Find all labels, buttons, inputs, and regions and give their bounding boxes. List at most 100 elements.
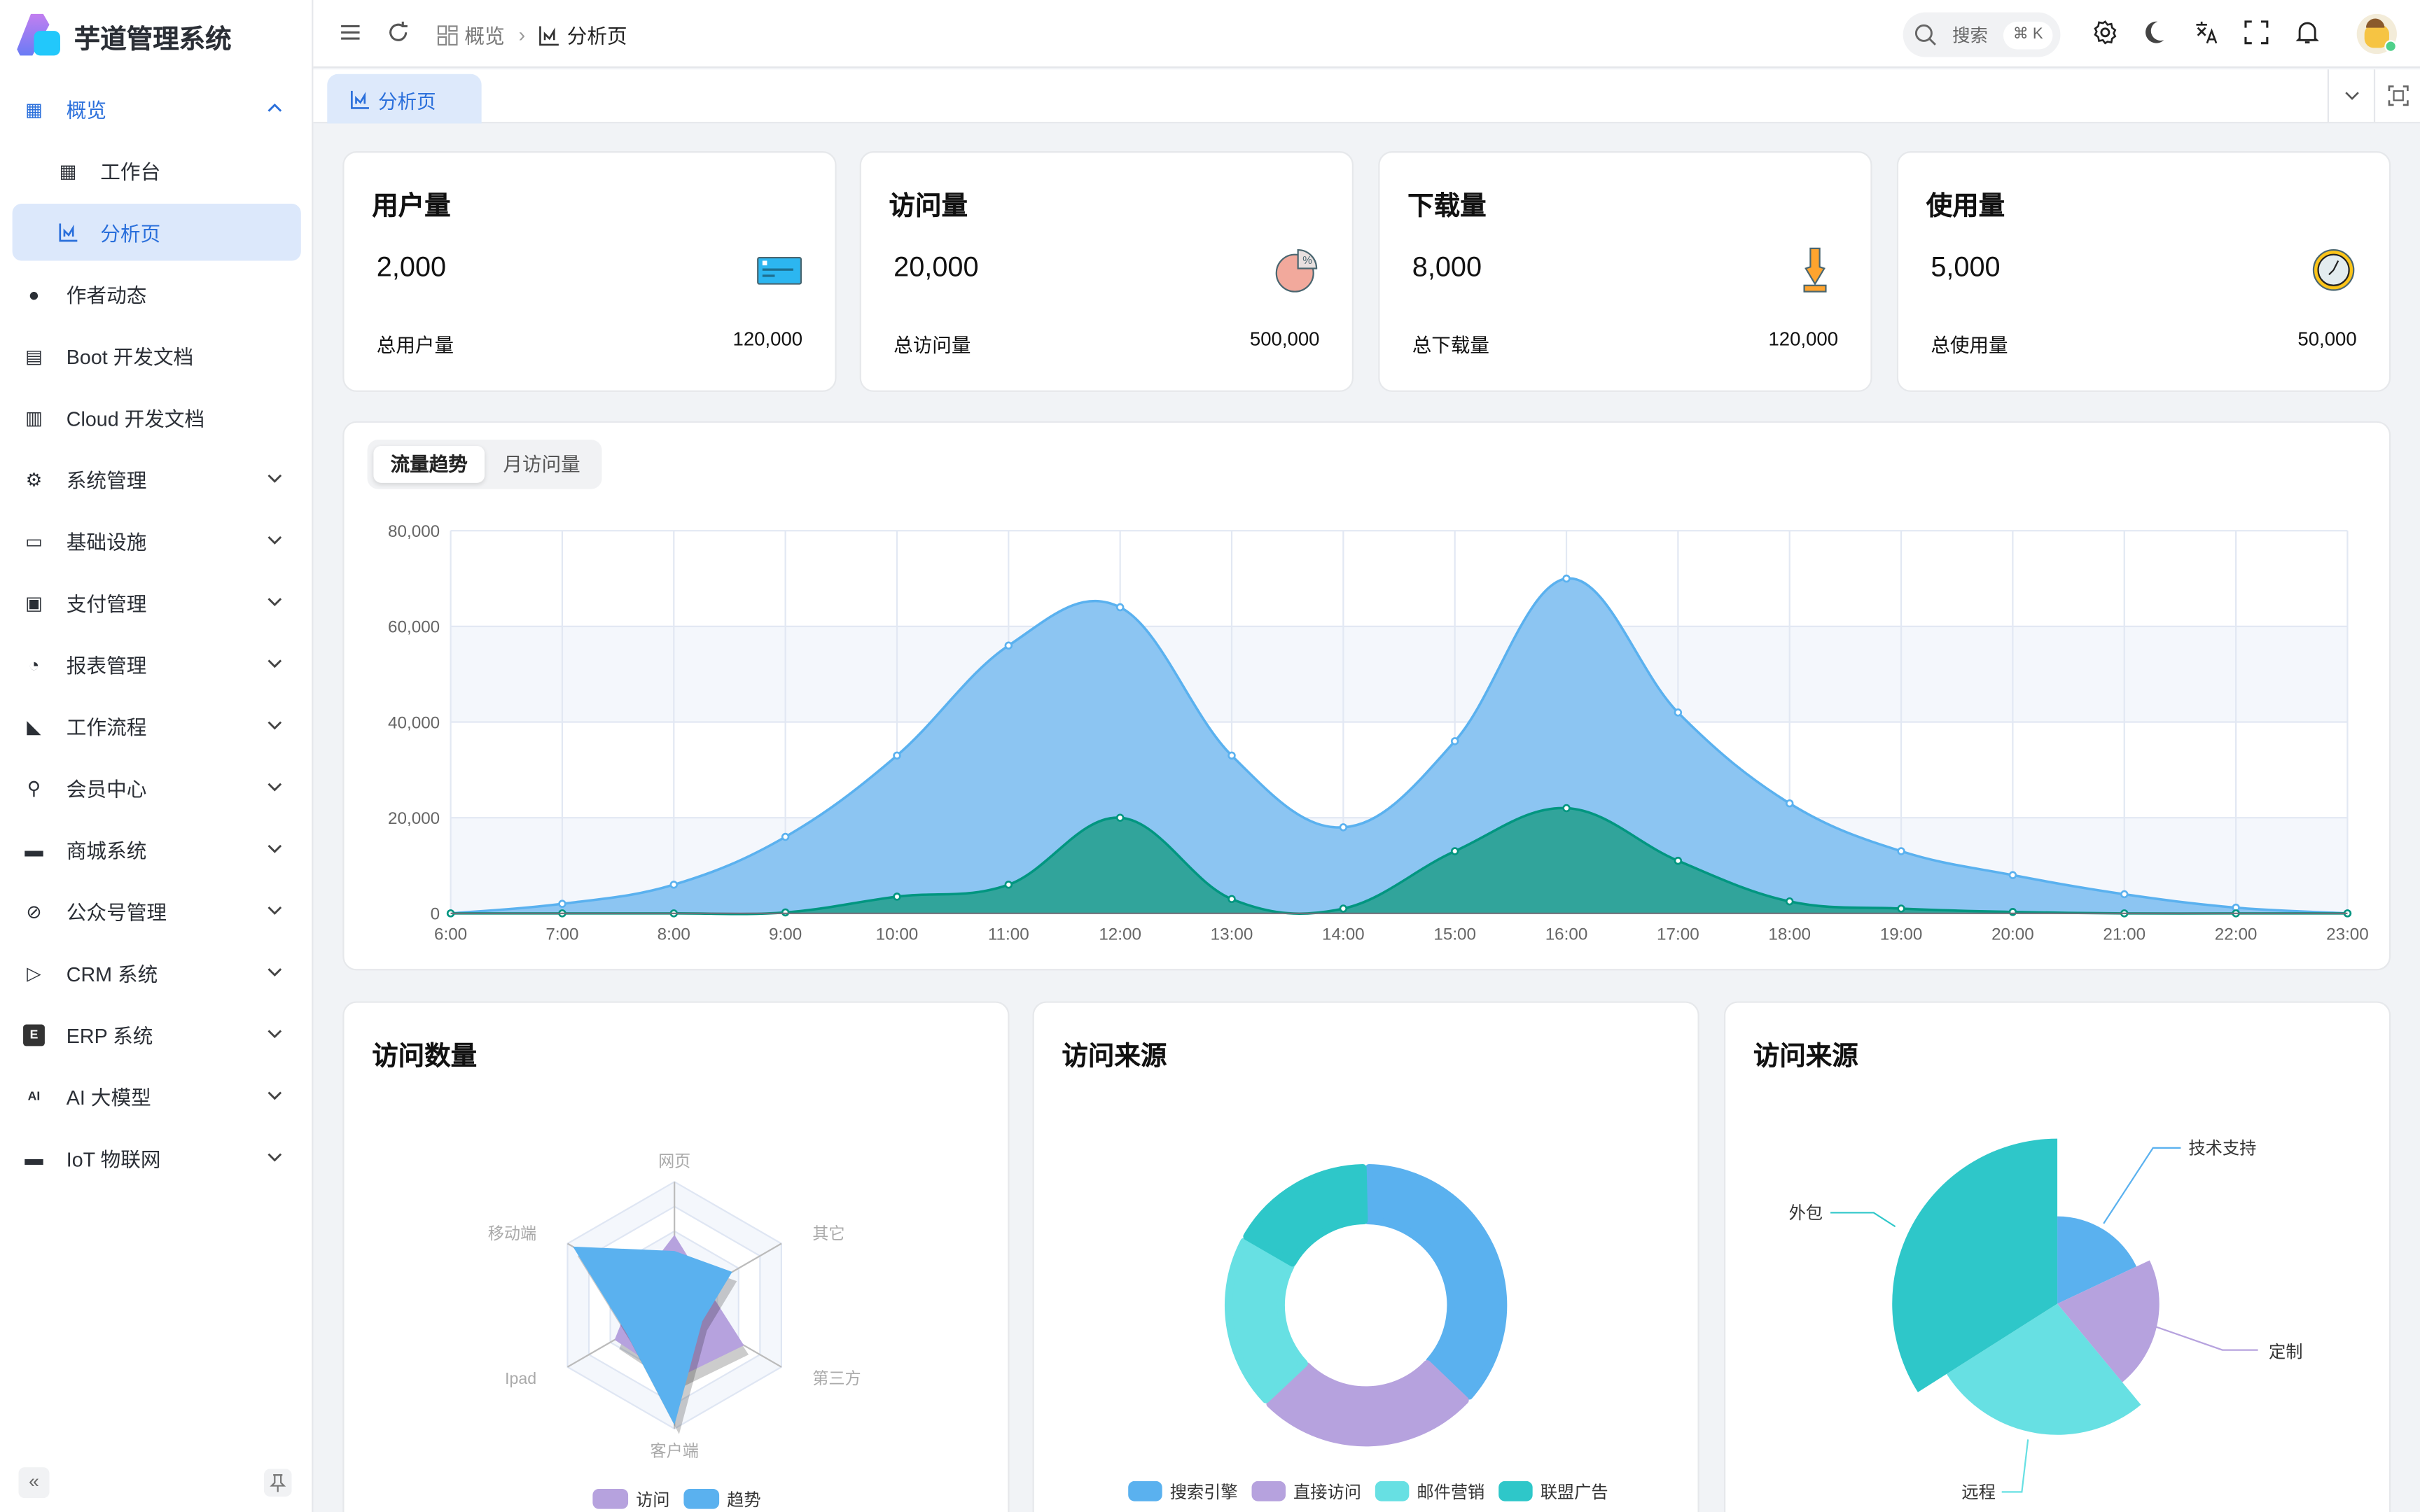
x-tick-label: 11:00 [988,925,1029,944]
donut-slice-3[interactable] [1243,1164,1368,1267]
search-placeholder: 搜索 [1952,27,1988,47]
sidebar-item-3[interactable]: ● 作者动态 [13,265,301,323]
sidebar-item-13[interactable]: ⊘ 公众号管理 [13,883,301,940]
legend-swatch[interactable] [1251,1480,1286,1502]
data-point[interactable] [1115,603,1125,612]
sidebar-item-14[interactable]: ▷ CRM 系统 [13,944,301,1002]
sidebar-item-12[interactable]: ▬ 商城系统 [13,821,301,878]
data-point[interactable] [1674,856,1683,865]
crm-icon: ▷ [27,962,41,984]
sidebar-item-label: AI 大模型 [66,1086,151,1110]
data-point[interactable] [1785,799,1794,808]
collapse-sidebar-button[interactable]: « [18,1467,50,1499]
pie-percent-icon: % [1275,248,1318,293]
refresh-icon[interactable] [384,18,412,46]
sidebar-item-label: 基础设施 [66,531,147,554]
data-point[interactable] [1004,641,1013,650]
data-point[interactable] [1228,895,1236,904]
rose-slice-0[interactable] [2057,1216,2137,1304]
traffic-trend-chart: 0 20,000 40,000 60,000 80,000 6:00 7:00 8:00 9:0… [388,522,2369,944]
data-point[interactable] [1339,823,1348,832]
tab-analytics[interactable]: 分析页 [327,74,482,124]
tab-traffic-trend[interactable]: 流量趋势 [373,445,485,483]
rose-slice-1[interactable] [2057,1260,2160,1382]
tab-monthly-visits[interactable]: 月访问量 [503,454,580,475]
search-button[interactable]: 搜索 ⌘ K [1903,12,2061,57]
rose-slice-2[interactable] [1946,1303,2141,1435]
stat-card: 使用量 5,000 总使用量 50,000 [1896,151,2391,392]
data-point[interactable] [1897,847,1905,855]
sidebar-item-4[interactable]: ▤ Boot 开发文档 [13,327,301,384]
legend-swatch[interactable] [1375,1480,1410,1502]
sidebar-item-16[interactable]: AI AI 大模型 [13,1068,301,1125]
data-point[interactable] [893,892,901,901]
donut-slice-0[interactable] [1363,1164,1508,1400]
data-point[interactable] [893,751,901,760]
data-point[interactable] [1562,804,1571,813]
sidebar-item-8[interactable]: ▣ 支付管理 [13,574,301,631]
translate-icon[interactable] [2193,18,2221,46]
data-point[interactable] [1897,904,1905,913]
data-point[interactable] [1450,737,1459,746]
top-header: 概览 › 分析页 搜索 ⌘ K [313,0,2420,68]
sidebar-item-0[interactable]: ▦ 概览 [13,80,301,138]
sidebar-item-1[interactable]: ▦ 工作台 [13,142,301,200]
sidebar-item-2[interactable]: 分析页 [12,203,301,261]
data-point[interactable] [1785,897,1794,906]
sidebar-item-6[interactable]: ⚙ 系统管理 [13,451,301,508]
radar-series-1[interactable] [573,1246,732,1425]
data-point[interactable] [1115,813,1125,822]
sidebar-item-15[interactable]: E ERP 系统 [13,1006,301,1063]
data-point[interactable] [1004,881,1013,889]
sidebar-item-7[interactable]: ▭ 基础设施 [13,512,301,570]
y-tick-label: 40,000 [388,713,440,732]
legend-swatch[interactable] [1128,1480,1162,1502]
maximize-content-button[interactable] [2373,69,2420,122]
data-point[interactable] [2008,871,2017,879]
donut-slice-2[interactable] [1224,1238,1308,1404]
tabs-dropdown-button[interactable] [2327,69,2374,122]
data-point[interactable] [1450,847,1459,855]
data-point[interactable] [1228,751,1236,760]
sidebar-item-17[interactable]: ▬ IoT 物联网 [13,1129,301,1186]
data-point[interactable] [1674,708,1683,717]
data-point[interactable] [558,899,566,908]
rose-slice-3[interactable] [1892,1138,2058,1392]
chevron-down-icon [267,906,282,915]
x-tick-label: 22:00 [2215,925,2258,944]
breadcrumb-current: 分析页 [566,24,627,48]
menu-toggle-icon[interactable] [336,18,364,46]
chevron-down-icon [2345,92,2359,100]
sidebar-item-10[interactable]: ◣ 工作流程 [13,697,301,755]
pin-icon[interactable] [263,1469,292,1497]
dark-mode-icon[interactable] [2141,18,2169,46]
notification-bell-icon[interactable] [2293,18,2321,46]
legend-label: 邮件营销 [1417,1483,1484,1502]
fullscreen-icon[interactable] [2243,18,2271,46]
sidebar-item-label: ERP 系统 [66,1024,153,1048]
legend-label: 访问 [636,1491,669,1510]
sidebar-item-11[interactable]: ⚲ 会员中心 [13,759,301,816]
data-point[interactable] [1562,574,1571,583]
sidebar-item-label: Cloud 开发文档 [66,407,205,430]
compass-icon: ⊘ [26,900,42,922]
data-point[interactable] [781,832,790,841]
breadcrumb-overview[interactable]: 概览 [464,24,505,48]
user-avatar[interactable] [2356,13,2397,55]
legend-swatch[interactable] [592,1488,629,1509]
sidebar-item-5[interactable]: ▥ Cloud 开发文档 [13,388,301,446]
x-tick-label: 19:00 [1880,925,1923,944]
legend-swatch[interactable] [683,1488,720,1509]
legend-swatch[interactable] [1498,1480,1533,1502]
data-point[interactable] [669,881,679,889]
data-point[interactable] [1339,904,1348,913]
stat-total-label: 总用户量 [376,335,454,357]
settings-icon[interactable] [2092,18,2120,46]
slice-label: 定制 [2269,1343,2302,1362]
online-status-dot [2384,40,2397,52]
donut-slice-1[interactable] [1266,1360,1469,1447]
data-point[interactable] [2120,890,2129,899]
x-tick-label: 18:00 [1768,925,1811,944]
sidebar-item-9[interactable]: ◔ 报表管理 [13,636,301,693]
chevron-down-icon [267,659,282,668]
